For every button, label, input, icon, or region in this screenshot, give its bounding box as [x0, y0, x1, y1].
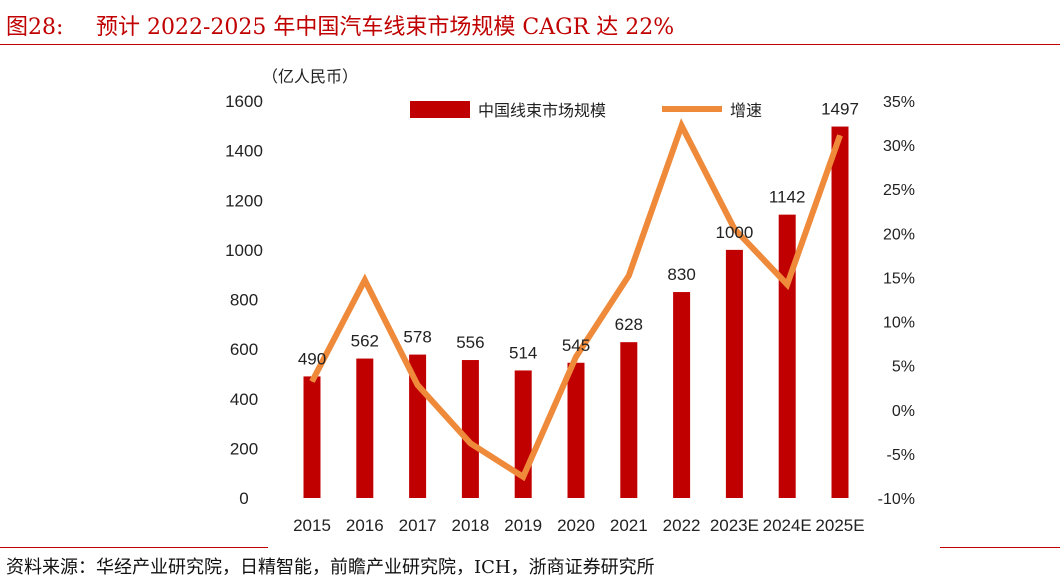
- y-left-tick-label: 1000: [225, 241, 263, 260]
- x-tick-label: 2019: [504, 516, 542, 535]
- growth-point: [786, 284, 788, 286]
- bar-value-label: 628: [615, 315, 643, 334]
- chart-area: （亿人民币） 0 200 400 600 800 1000 1200 1400 1600 -10…: [0, 48, 1060, 544]
- bar-value-label: 1497: [821, 100, 859, 119]
- bar: [461, 360, 479, 498]
- x-tick-label: 2024E: [763, 516, 812, 535]
- y-right-tick-label: 15%: [883, 270, 915, 287]
- x-tick-label: 2017: [399, 516, 437, 535]
- x-tick-label: 2025E: [815, 516, 864, 535]
- growth-point: [839, 134, 841, 136]
- x-tick-label: 2016: [346, 516, 384, 535]
- bar-value-label: 1142: [769, 188, 806, 207]
- y-right-tick-label: 5%: [892, 359, 915, 376]
- bar-data-labels: 490 562 578 556 514 545 628 830 1000 1142 1497: [298, 100, 859, 369]
- y-left-tick-label: 200: [230, 439, 258, 458]
- legend: 中国线束市场规模 增速: [410, 101, 762, 120]
- bar-value-label: 490: [298, 349, 326, 368]
- x-tick-label: 2020: [557, 516, 595, 535]
- y-left-tick-label: 1600: [225, 92, 263, 111]
- x-tick-label: 2018: [451, 516, 489, 535]
- y-left-tick-label: 600: [230, 340, 258, 359]
- y-left-tick-label: 0: [239, 489, 248, 508]
- growth-point: [311, 381, 313, 383]
- y-right-tick-label: 25%: [883, 182, 915, 199]
- legend-bar-swatch: [410, 101, 470, 118]
- y-right-tick-label: 35%: [883, 94, 915, 111]
- y-right-tick-label: -5%: [887, 447, 915, 464]
- x-tick-label: 2015: [293, 516, 331, 535]
- source-note: 资料来源：华经产业研究院，日精智能，前瞻产业研究院，ICH，浙商证券研究所: [6, 557, 655, 578]
- bar: [567, 362, 585, 498]
- bar-value-label: 556: [456, 333, 484, 352]
- legend-bar-label: 中国线束市场规模: [478, 102, 606, 120]
- figure-title: 预计 2022-2025 年中国汽车线束市场规模 CAGR 达 22%: [96, 15, 675, 40]
- growth-point: [417, 384, 419, 386]
- growth-point: [575, 356, 577, 358]
- y-axis-left: 0 200 400 600 800 1000 1200 1400 1600: [225, 92, 263, 508]
- header-rule: [0, 44, 1060, 45]
- bar: [725, 249, 743, 498]
- figure-number: 图28:: [6, 15, 64, 40]
- y-left-tick-label: 400: [230, 390, 258, 409]
- y-left-tick-label: 1400: [225, 142, 263, 161]
- growth-point: [628, 275, 630, 277]
- x-axis: 2015 2016 2017 2018 2019 2020 2021 2022 2023E 202…: [293, 516, 865, 535]
- bar-series: [303, 126, 849, 499]
- bar-value-label: 562: [351, 332, 379, 351]
- bar: [778, 214, 796, 499]
- bar: [620, 342, 638, 498]
- bar: [303, 376, 321, 498]
- bar-value-label: 1000: [715, 223, 753, 242]
- footer-rule-right: [940, 547, 1060, 548]
- growth-point: [681, 125, 683, 127]
- legend-line-label: 增速: [730, 102, 762, 120]
- y-right-tick-label: 20%: [883, 226, 915, 243]
- bar-value-label: 545: [562, 336, 590, 355]
- bar: [356, 358, 374, 498]
- y-axis-unit-label: （亿人民币）: [262, 68, 358, 86]
- bar-value-label: 578: [403, 328, 431, 347]
- footer-rule-left: [0, 547, 268, 548]
- growth-point: [733, 228, 735, 230]
- bar: [673, 292, 691, 498]
- x-tick-label: 2021: [610, 516, 648, 535]
- growth-line-series: [309, 118, 843, 482]
- x-tick-label: 2023E: [710, 516, 759, 535]
- chart-svg: （亿人民币） 0 200 400 600 800 1000 1200 1400 1600 -10…: [225, 68, 915, 535]
- growth-point: [522, 476, 524, 478]
- growth-point: [364, 279, 366, 281]
- bar-value-label: 830: [667, 265, 695, 284]
- y-left-tick-label: 1200: [225, 191, 263, 210]
- y-axis-right: -10% -5% 0% 5% 10% 15% 20% 25% 30% 35%: [878, 94, 915, 508]
- y-right-tick-label: 30%: [883, 138, 915, 155]
- y-right-tick-label: -10%: [878, 491, 915, 508]
- x-tick-label: 2022: [663, 516, 701, 535]
- y-right-tick-label: 0%: [892, 403, 915, 420]
- bar: [831, 126, 849, 498]
- growth-point: [469, 442, 471, 444]
- bar-value-label: 514: [509, 343, 537, 362]
- y-right-tick-label: 10%: [883, 315, 915, 332]
- y-left-tick-label: 800: [230, 291, 258, 310]
- figure-header: 图28: 预计 2022-2025 年中国汽车线束市场规模 CAGR 达 22%: [0, 0, 1060, 48]
